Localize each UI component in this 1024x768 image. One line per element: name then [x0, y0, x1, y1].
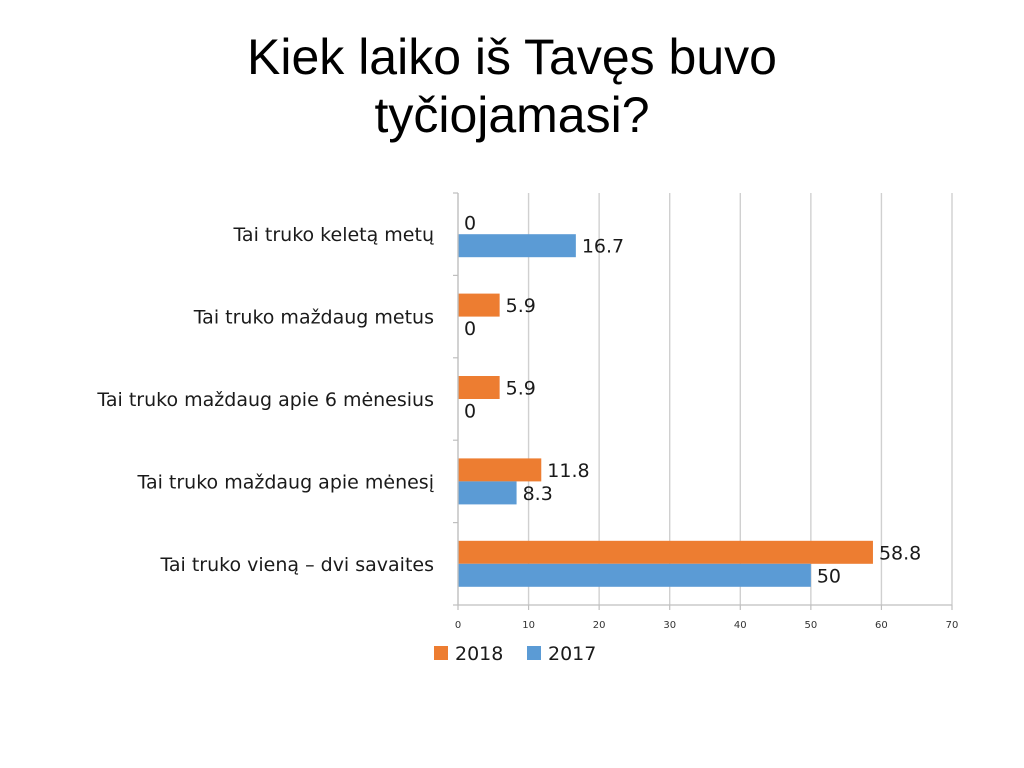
tick-label: 50 — [804, 620, 817, 631]
category-label: Tai truko maždaug apie mėnesį — [136, 471, 434, 493]
legend-label-2017: 2017 — [548, 643, 596, 665]
tick-labels: 0 10 20 30 40 50 60 70 — [455, 620, 959, 631]
bar-2017 — [458, 234, 576, 258]
data-label-2018: 5.9 — [506, 378, 536, 400]
tick-label: 0 — [455, 620, 461, 631]
bars — [458, 234, 873, 587]
category-label: Tai truko maždaug metus — [193, 307, 434, 329]
data-label-2017: 0 — [464, 318, 476, 340]
data-label-2017: 0 — [464, 401, 476, 423]
tick-label: 40 — [734, 620, 747, 631]
bar-2018 — [458, 540, 873, 564]
bar-2018 — [458, 458, 542, 482]
tick-label: 10 — [522, 620, 535, 631]
slide-title-line2: tyčiojamasi? — [374, 87, 650, 143]
category-label: Tai truko keletą metų — [232, 224, 434, 246]
tick-label: 30 — [663, 620, 676, 631]
data-label-2018: 0 — [464, 213, 476, 235]
slide-title: Kiek laiko iš Tavęs buvo tyčiojamasi? — [0, 28, 1024, 144]
data-label-2018: 5.9 — [506, 295, 536, 317]
data-label-2017: 8.3 — [523, 483, 553, 505]
bar-2018 — [458, 293, 500, 317]
grid-lines — [527, 193, 953, 605]
data-label-2017: 16.7 — [582, 236, 624, 258]
data-label-2018: 58.8 — [879, 542, 921, 564]
legend: 2018 2017 — [434, 643, 596, 665]
category-labels: Tai truko keletą metų Tai truko maždaug m… — [96, 224, 434, 576]
data-label-2017: 50 — [817, 565, 841, 587]
legend-label-2018: 2018 — [455, 643, 503, 665]
data-label-2018: 11.8 — [547, 460, 589, 482]
data-labels: 0 16.7 5.9 0 5.9 0 11.88.3 58.8 50 — [464, 213, 921, 588]
category-label: Tai truko maždaug apie 6 mėnesius — [96, 389, 434, 411]
slide-title-line1: Kiek laiko iš Tavęs buvo — [247, 29, 777, 85]
bar-2017 — [458, 481, 517, 505]
axis — [453, 192, 953, 610]
bar-2018 — [458, 376, 500, 399]
bar-2017 — [458, 563, 811, 587]
category-label: Tai truko vieną – dvi savaites — [159, 554, 434, 576]
tick-label: 20 — [593, 620, 606, 631]
tick-label: 60 — [875, 620, 888, 631]
legend-swatch-2017 — [527, 646, 541, 660]
legend-swatch-2018 — [434, 646, 448, 660]
tick-label: 70 — [946, 620, 959, 631]
